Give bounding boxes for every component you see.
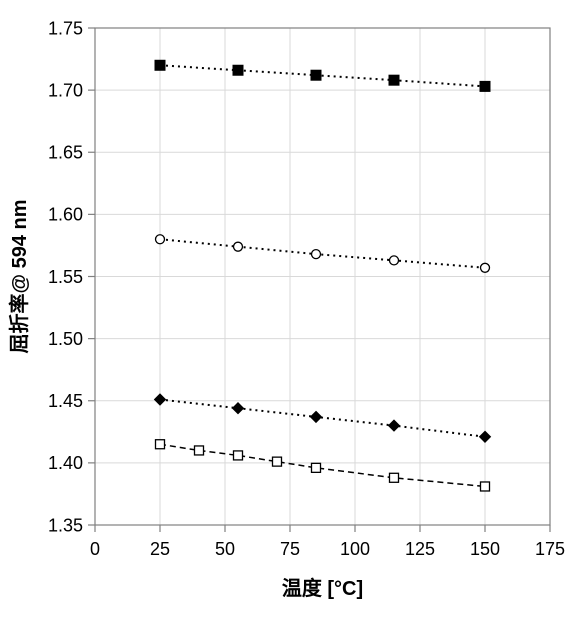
x-tick-label: 150: [470, 539, 500, 559]
data-point: [390, 473, 399, 482]
data-point: [273, 457, 282, 466]
data-point: [155, 60, 165, 70]
x-tick-label: 75: [280, 539, 300, 559]
data-point: [480, 81, 490, 91]
y-tick-label: 1.40: [48, 453, 83, 473]
chart-container: 0 25 50 75 100 125 150 175 1.35 1.40 1.45 1.50 1.55 1…: [0, 0, 575, 630]
refractive-index-vs-temperature-chart: 0 25 50 75 100 125 150 175 1.35 1.40 1.45 1.50 1.55 1…: [0, 0, 575, 630]
data-point: [233, 65, 243, 75]
y-tick-label: 1.50: [48, 329, 83, 349]
data-point: [389, 75, 399, 85]
y-tick-label: 1.35: [48, 515, 83, 535]
x-tick-label: 100: [340, 539, 370, 559]
x-tick-label: 0: [90, 539, 100, 559]
data-point: [481, 263, 490, 272]
x-axis-label: 温度 [°C]: [282, 576, 363, 600]
y-tick-label: 1.55: [48, 267, 83, 287]
data-point: [311, 70, 321, 80]
y-tick-label: 1.60: [48, 205, 83, 225]
data-point: [312, 463, 321, 472]
data-point: [481, 482, 490, 491]
data-point: [234, 451, 243, 460]
y-tick-label: 1.70: [48, 80, 83, 100]
x-tick-label: 50: [215, 539, 235, 559]
x-tick-label: 175: [535, 539, 565, 559]
data-point: [156, 235, 165, 244]
data-point: [390, 256, 399, 265]
y-tick-label: 1.45: [48, 391, 83, 411]
data-point: [195, 446, 204, 455]
data-point: [312, 250, 321, 259]
y-axis-label: 屈折率@ 594 nm: [7, 200, 31, 354]
data-point: [234, 242, 243, 251]
y-tick-label: 1.75: [48, 18, 83, 38]
x-tick-label: 25: [150, 539, 170, 559]
x-tick-label: 125: [405, 539, 435, 559]
data-point: [156, 440, 165, 449]
y-tick-label: 1.65: [48, 143, 83, 163]
